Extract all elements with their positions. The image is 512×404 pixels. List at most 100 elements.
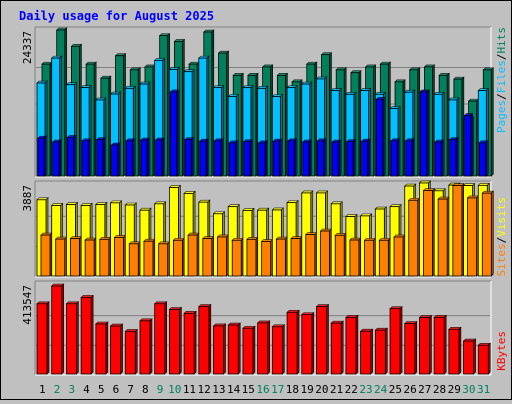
sites-bar bbox=[305, 231, 318, 277]
pages-bar bbox=[419, 89, 430, 177]
kbytes-bar bbox=[153, 301, 168, 375]
sites-bar bbox=[128, 241, 141, 277]
pages-bar bbox=[243, 138, 253, 177]
files-bar bbox=[359, 87, 372, 177]
pages-bar bbox=[96, 136, 106, 177]
sites-bar bbox=[99, 236, 112, 277]
kbytes-bar bbox=[198, 303, 212, 375]
pages-bar bbox=[66, 134, 77, 177]
day-label: 29 bbox=[448, 383, 461, 396]
legend-visits: Visits bbox=[495, 197, 508, 237]
kbytes-bar bbox=[389, 305, 403, 375]
pages-bar bbox=[287, 138, 297, 177]
pages-bar bbox=[140, 137, 150, 177]
chart-title: Daily usage for August 2025 bbox=[19, 9, 214, 23]
day-label: 28 bbox=[433, 383, 446, 396]
pages-bar bbox=[154, 137, 165, 177]
sites-bar bbox=[157, 241, 171, 277]
day-label: 25 bbox=[389, 383, 402, 396]
sites-bar bbox=[349, 237, 362, 277]
pages-bar bbox=[213, 138, 224, 177]
pages-bar bbox=[51, 139, 62, 177]
sites-bar bbox=[84, 237, 97, 277]
sites-bar bbox=[40, 232, 53, 277]
kbytes-bar bbox=[109, 323, 124, 375]
sites-max-label: 3887 bbox=[21, 185, 34, 212]
kbytes-legend: KBytes bbox=[495, 331, 508, 371]
sites-bar bbox=[363, 237, 377, 277]
sites-bar bbox=[187, 232, 200, 277]
day-label: 24 bbox=[374, 383, 388, 396]
kbytes-bar bbox=[95, 321, 109, 375]
sites-bar bbox=[260, 238, 274, 277]
hits-files-pages-panel bbox=[34, 26, 495, 178]
pages-bar bbox=[272, 138, 283, 177]
pages-bar bbox=[184, 136, 194, 177]
day-label: 2 bbox=[54, 383, 61, 396]
sites-bar bbox=[275, 236, 289, 277]
sites-bar bbox=[172, 237, 186, 277]
kbytes-bar bbox=[227, 322, 241, 375]
pages-bar bbox=[257, 140, 268, 177]
day-label: 22 bbox=[345, 383, 358, 396]
pages-bar bbox=[478, 140, 489, 177]
kbytes-bar bbox=[315, 303, 330, 375]
kbytes-bar bbox=[286, 309, 300, 375]
pages-bar bbox=[463, 112, 474, 177]
pages-bar bbox=[110, 142, 121, 177]
svg-text:Pages/Files/Hits: Pages/Files/Hits bbox=[495, 27, 508, 133]
kbytes-bar bbox=[50, 283, 65, 375]
pages-bar bbox=[346, 138, 356, 177]
kbytes-bar bbox=[330, 320, 344, 375]
sites-bar bbox=[393, 234, 406, 277]
sites-bar bbox=[54, 236, 68, 277]
kbytes-bar bbox=[404, 320, 418, 375]
pages-bar bbox=[331, 139, 341, 177]
sites-bar bbox=[408, 197, 421, 277]
day-label: 26 bbox=[403, 383, 416, 396]
kbytes-bar bbox=[256, 320, 271, 375]
kbytes-bar bbox=[212, 323, 227, 375]
day-label: 4 bbox=[83, 383, 90, 396]
sites-legend: Sites/Visits bbox=[495, 197, 508, 277]
pages-bar bbox=[316, 138, 327, 177]
day-label: 17 bbox=[271, 383, 284, 396]
day-label: 6 bbox=[113, 383, 120, 396]
sites-bar bbox=[334, 232, 347, 277]
pages-bar bbox=[81, 138, 91, 177]
hits-max-label: 24337 bbox=[21, 31, 34, 64]
sites-bar bbox=[422, 187, 436, 277]
sites-bar bbox=[69, 235, 83, 277]
hits-legend: Pages/Files/Hits bbox=[495, 27, 508, 133]
legend-files: Files bbox=[495, 60, 508, 93]
pages-bar bbox=[375, 96, 386, 177]
day-label: 7 bbox=[127, 383, 134, 396]
day-label: 11 bbox=[183, 383, 196, 396]
pages-bar bbox=[390, 138, 400, 177]
kbytes-bar bbox=[242, 325, 256, 375]
kbytes-bar bbox=[359, 328, 374, 375]
kbytes-bar bbox=[168, 306, 183, 375]
day-label: 9 bbox=[157, 383, 164, 396]
kbytes-bar bbox=[345, 314, 359, 375]
day-label: 10 bbox=[168, 383, 181, 396]
pages-bar bbox=[37, 135, 47, 177]
legend-sites: Sites bbox=[495, 243, 508, 276]
pages-bar bbox=[125, 138, 135, 177]
pages-bar bbox=[228, 140, 238, 177]
sites-visits-panel bbox=[34, 180, 495, 278]
files-bar bbox=[36, 80, 48, 177]
pages-bar bbox=[302, 139, 312, 177]
kbytes-panel bbox=[34, 280, 492, 376]
kbytes-bar bbox=[301, 311, 315, 375]
sites-bar bbox=[378, 237, 392, 277]
sites-bar bbox=[452, 182, 465, 277]
day-label: 16 bbox=[256, 383, 269, 396]
legend-hits: Hits bbox=[495, 27, 508, 54]
sites-bar bbox=[216, 234, 230, 277]
sites-bar bbox=[319, 228, 333, 277]
day-label: 19 bbox=[301, 383, 314, 396]
day-label: 12 bbox=[198, 383, 211, 396]
